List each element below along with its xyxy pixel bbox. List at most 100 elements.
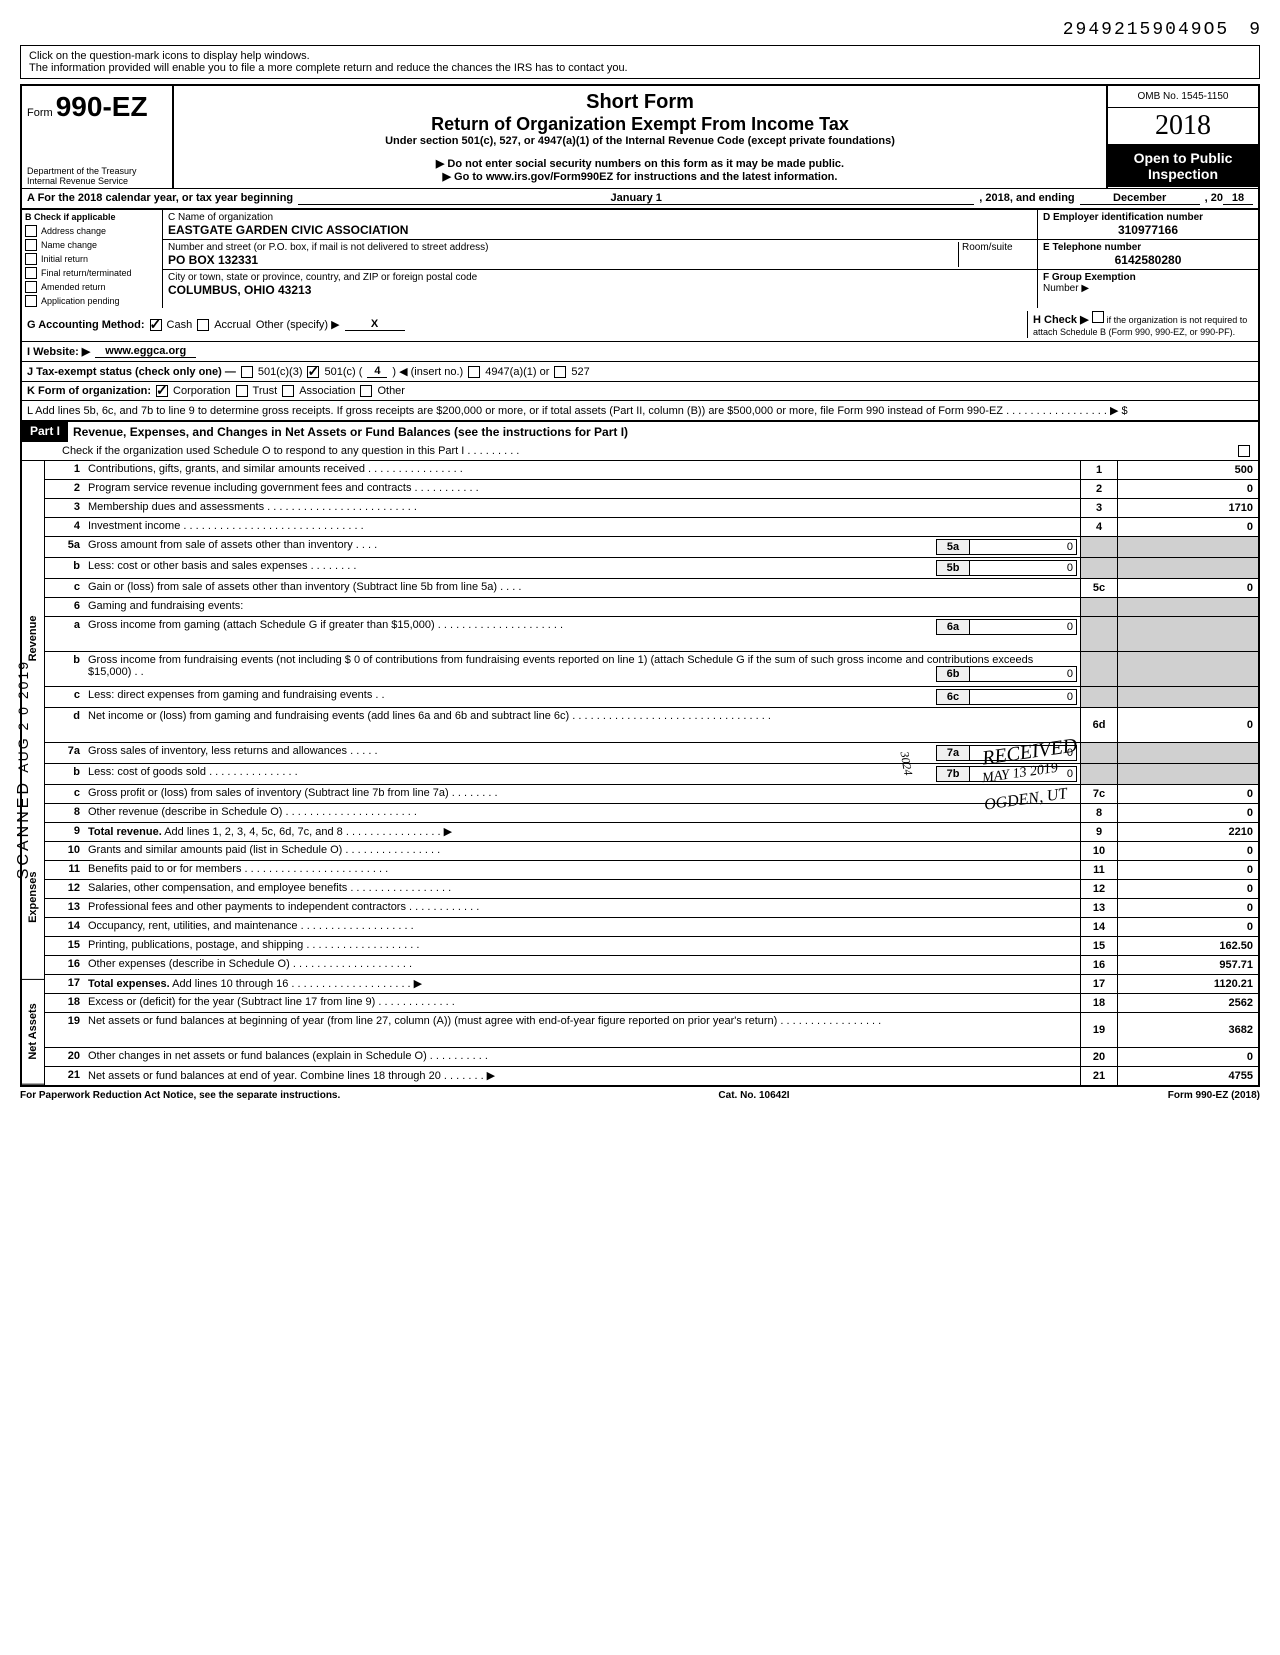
line-number: 14 bbox=[45, 918, 85, 936]
line-number: 12 bbox=[45, 880, 85, 898]
box-number: 18 bbox=[1080, 994, 1117, 1012]
box-number: 16 bbox=[1080, 956, 1117, 974]
line-number: 19 bbox=[45, 1013, 85, 1047]
box-number: 15 bbox=[1080, 937, 1117, 955]
line-description: Gross amount from sale of assets other t… bbox=[85, 537, 1080, 557]
box-number: 17 bbox=[1080, 975, 1117, 993]
line-number: 10 bbox=[45, 842, 85, 860]
box-number: 19 bbox=[1080, 1013, 1117, 1047]
line-number: 13 bbox=[45, 899, 85, 917]
mid-box-val: 0 bbox=[970, 667, 1076, 681]
mid-box-val: 0 bbox=[970, 540, 1076, 554]
table-row: 8Other revenue (describe in Schedule O) … bbox=[45, 804, 1258, 823]
table-row: bLess: cost of goods sold . . . . . . . … bbox=[45, 764, 1258, 785]
line-description: Net income or (loss) from gaming and fun… bbox=[85, 708, 1080, 742]
scho-checkbox[interactable] bbox=[1238, 445, 1250, 457]
b-label: Address change bbox=[41, 226, 106, 236]
box-value bbox=[1117, 687, 1258, 707]
table-row: 13Professional fees and other payments t… bbox=[45, 899, 1258, 918]
table-row: dNet income or (loss) from gaming and fu… bbox=[45, 708, 1258, 743]
hint-bar: Click on the question-mark icons to disp… bbox=[20, 45, 1260, 79]
b-label: Amended return bbox=[41, 282, 106, 292]
line-number: d bbox=[45, 708, 85, 742]
line-number: c bbox=[45, 785, 85, 803]
b-label: Initial return bbox=[41, 254, 88, 264]
line-a: A For the 2018 calendar year, or tax yea… bbox=[20, 188, 1260, 210]
table-row: 12Salaries, other compensation, and empl… bbox=[45, 880, 1258, 899]
box-value: 0 bbox=[1117, 518, 1258, 536]
expenses-label: Expenses bbox=[22, 816, 44, 980]
box-value: 0 bbox=[1117, 899, 1258, 917]
h-checkbox[interactable] bbox=[1092, 311, 1104, 323]
table-row: 9Total revenue. Add lines 1, 2, 3, 4, 5c… bbox=[45, 823, 1258, 842]
box-number: 7c bbox=[1080, 785, 1117, 803]
revenue-label: Revenue bbox=[22, 461, 44, 816]
b-label: Final return/terminated bbox=[41, 268, 132, 278]
mid-box-num: 5b bbox=[937, 561, 970, 575]
main-table: Revenue Expenses Net Assets RECEIVED MAY… bbox=[20, 461, 1260, 1087]
table-row: 16Other expenses (describe in Schedule O… bbox=[45, 956, 1258, 975]
table-row: 11Benefits paid to or for members . . . … bbox=[45, 861, 1258, 880]
box-value: 1710 bbox=[1117, 499, 1258, 517]
line-description: Net assets or fund balances at beginning… bbox=[85, 1013, 1080, 1047]
box-number: 4 bbox=[1080, 518, 1117, 536]
line-description: Other changes in net assets or fund bala… bbox=[85, 1048, 1080, 1066]
line-description: Gross income from gaming (attach Schedul… bbox=[85, 617, 1080, 651]
b-checkbox[interactable] bbox=[25, 253, 37, 265]
box-value bbox=[1117, 598, 1258, 616]
line-description: Gain or (loss) from sale of assets other… bbox=[85, 579, 1080, 597]
mid-box-val: 0 bbox=[970, 690, 1076, 704]
table-row: 19Net assets or fund balances at beginni… bbox=[45, 1013, 1258, 1048]
table-row: 3Membership dues and assessments . . . .… bbox=[45, 499, 1258, 518]
line-description: Printing, publications, postage, and shi… bbox=[85, 937, 1080, 955]
org-city: COLUMBUS, OHIO 43213 bbox=[168, 283, 1032, 297]
line-description: Gross profit or (loss) from sales of inv… bbox=[85, 785, 1080, 803]
org-street: PO BOX 132331 bbox=[168, 253, 958, 267]
line-number: b bbox=[45, 764, 85, 784]
line-number: 17 bbox=[45, 975, 85, 993]
line-description: Grants and similar amounts paid (list in… bbox=[85, 842, 1080, 860]
501c-checkbox[interactable] bbox=[307, 366, 319, 378]
table-row: 5aGross amount from sale of assets other… bbox=[45, 537, 1258, 558]
line-number: c bbox=[45, 687, 85, 707]
line-g: G Accounting Method: Cash Accrual Other … bbox=[20, 308, 1260, 342]
line-number: 2 bbox=[45, 480, 85, 498]
box-value: 0 bbox=[1117, 880, 1258, 898]
table-row: 4Investment income . . . . . . . . . . .… bbox=[45, 518, 1258, 537]
b-checkbox[interactable] bbox=[25, 225, 37, 237]
line-number: 15 bbox=[45, 937, 85, 955]
box-number bbox=[1080, 537, 1117, 557]
box-number bbox=[1080, 687, 1117, 707]
box-number: 6d bbox=[1080, 708, 1117, 742]
table-row: aGross income from gaming (attach Schedu… bbox=[45, 617, 1258, 652]
box-number: 14 bbox=[1080, 918, 1117, 936]
b-checkbox[interactable] bbox=[25, 281, 37, 293]
line-description: Investment income . . . . . . . . . . . … bbox=[85, 518, 1080, 536]
box-value: 3682 bbox=[1117, 1013, 1258, 1047]
mid-box-val: 0 bbox=[970, 561, 1076, 575]
open-public-badge: Open to Public Inspection bbox=[1108, 145, 1258, 187]
box-number: 12 bbox=[1080, 880, 1117, 898]
line-number: 5a bbox=[45, 537, 85, 557]
line-description: Occupancy, rent, utilities, and maintena… bbox=[85, 918, 1080, 936]
box-value: 4755 bbox=[1117, 1067, 1258, 1085]
line-description: Other expenses (describe in Schedule O) … bbox=[85, 956, 1080, 974]
box-number: 21 bbox=[1080, 1067, 1117, 1085]
box-number: 11 bbox=[1080, 861, 1117, 879]
b-checkbox[interactable] bbox=[25, 267, 37, 279]
line-description: Less: direct expenses from gaming and fu… bbox=[85, 687, 1080, 707]
box-number bbox=[1080, 764, 1117, 784]
table-row: cLess: direct expenses from gaming and f… bbox=[45, 687, 1258, 708]
mid-box-num: 7b bbox=[937, 767, 970, 781]
b-checkbox[interactable] bbox=[25, 239, 37, 251]
box-value: 1120.21 bbox=[1117, 975, 1258, 993]
cash-checkbox[interactable] bbox=[150, 319, 162, 331]
line-description: Membership dues and assessments . . . . … bbox=[85, 499, 1080, 517]
line-k: K Form of organization: Corporation Trus… bbox=[20, 382, 1260, 401]
form-title: Return of Organization Exempt From Incom… bbox=[179, 114, 1101, 135]
accrual-checkbox[interactable] bbox=[197, 319, 209, 331]
corp-checkbox[interactable] bbox=[156, 385, 168, 397]
table-row: 17Total expenses. Add lines 10 through 1… bbox=[45, 975, 1258, 994]
line-description: Total revenue. Add lines 1, 2, 3, 4, 5c,… bbox=[85, 823, 1080, 841]
b-checkbox[interactable] bbox=[25, 295, 37, 307]
